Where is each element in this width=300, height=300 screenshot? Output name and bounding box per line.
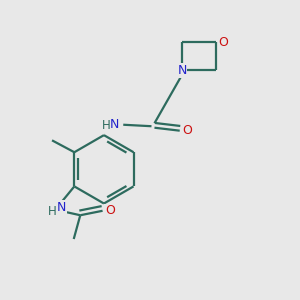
Text: O: O (105, 204, 115, 217)
Text: N: N (177, 64, 187, 77)
Text: O: O (219, 36, 229, 49)
Text: N: N (57, 201, 66, 214)
Text: H: H (48, 205, 57, 218)
Text: H: H (102, 119, 110, 132)
Text: N: N (110, 118, 119, 130)
Text: O: O (182, 124, 192, 137)
